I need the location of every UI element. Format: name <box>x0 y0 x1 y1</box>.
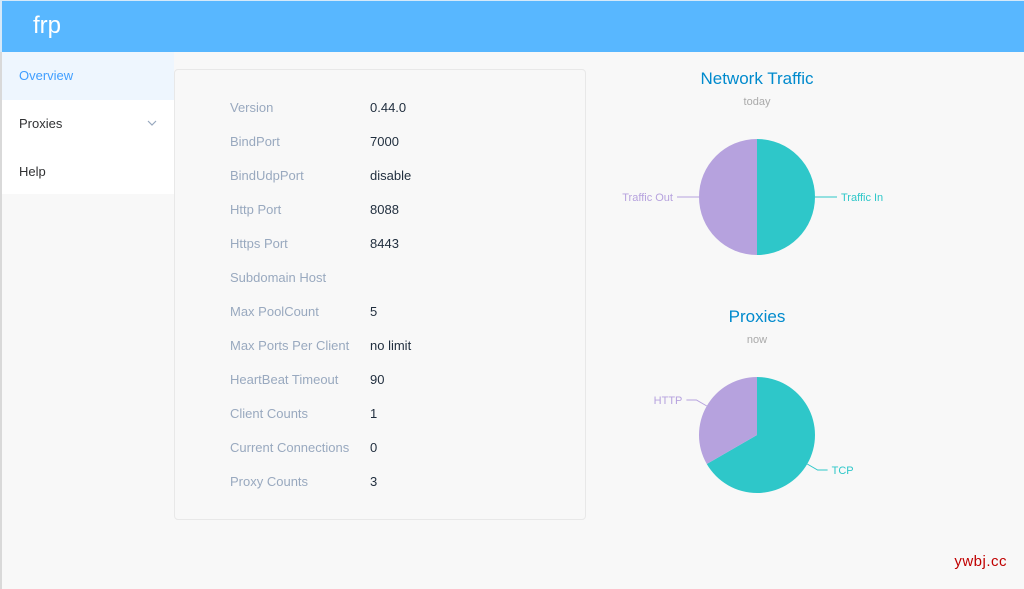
info-row-https-port: Https Port 8443 <box>230 234 570 254</box>
info-row-max-pool-count: Max PoolCount 5 <box>230 302 570 322</box>
pie-label-line-tcp <box>806 463 828 471</box>
info-row-subdomain-host: Subdomain Host <box>230 268 570 288</box>
info-label: BindUdpPort <box>230 168 304 183</box>
info-label: Version <box>230 100 274 115</box>
pie-slice-traffic-in[interactable] <box>757 139 815 255</box>
chevron-down-icon <box>147 120 157 126</box>
info-row-current-connections: Current Connections 0 <box>230 438 570 458</box>
sidebar-item-overview[interactable]: Overview <box>2 52 174 100</box>
info-label: BindPort <box>230 134 280 149</box>
info-value: 1 <box>370 406 378 421</box>
info-label: Subdomain Host <box>230 270 327 285</box>
pie-label-traffic-out: Traffic Out <box>622 192 673 204</box>
info-value: 7000 <box>370 134 399 149</box>
info-row-version: Version 0.44.0 <box>230 98 570 118</box>
app-brand[interactable]: frp <box>33 12 62 39</box>
info-row-max-ports-per-client: Max Ports Per Client no limit <box>230 336 570 356</box>
info-value: no limit <box>370 338 412 353</box>
traffic-pie-chart[interactable]: Traffic In Traffic Out <box>594 122 924 272</box>
info-label: HeartBeat Timeout <box>230 372 339 387</box>
info-value: 5 <box>370 304 378 319</box>
pie-label-line-http <box>686 399 708 407</box>
info-row-client-counts: Client Counts 1 <box>230 404 570 424</box>
proxies-pie-chart[interactable]: TCP HTTP <box>594 360 924 510</box>
info-label: Https Port <box>230 236 288 251</box>
top-header: frp <box>0 0 1024 52</box>
info-value: 0.44.0 <box>370 100 407 115</box>
traffic-chart-subtitle: today <box>743 96 771 108</box>
info-value: 8088 <box>370 202 399 217</box>
window-edge <box>0 194 2 589</box>
sidebar-item-proxies[interactable]: Proxies <box>2 100 174 148</box>
sidebar-menu: Overview Proxies Help <box>0 52 174 194</box>
info-label: Proxy Counts <box>230 474 309 489</box>
info-value: 3 <box>370 474 378 489</box>
pie-label-tcp: TCP <box>832 465 854 477</box>
sidebar-item-label: Overview <box>19 68 74 83</box>
proxies-chart-title: Proxies <box>728 307 786 326</box>
info-label: Max Ports Per Client <box>230 338 350 353</box>
pie-slice-http[interactable] <box>698 377 757 464</box>
traffic-chart-title: Network Traffic <box>700 69 814 88</box>
info-row-bind-udp-port: BindUdpPort disable <box>230 166 570 186</box>
info-row-http-port: Http Port 8088 <box>230 200 570 220</box>
sidebar-item-label: Proxies <box>19 116 63 131</box>
info-label: Client Counts <box>230 406 309 421</box>
info-row-proxy-counts: Proxy Counts 3 <box>230 472 570 492</box>
info-value: 90 <box>370 372 385 387</box>
pie-slice-tcp[interactable] <box>706 377 815 493</box>
info-value: 8443 <box>370 236 399 251</box>
watermark: ywbj.cc <box>954 553 1007 570</box>
info-value: 0 <box>370 440 378 455</box>
sidebar-item-label: Help <box>19 164 46 179</box>
server-info-card: Version 0.44.0 BindPort 7000 BindUdpPort… <box>174 69 586 520</box>
pie-label-http: HTTP <box>654 395 683 407</box>
info-row-bind-port: BindPort 7000 <box>230 132 570 152</box>
info-value: disable <box>370 168 412 183</box>
pie-label-traffic-in: Traffic In <box>841 192 883 204</box>
info-label: Http Port <box>230 202 282 217</box>
info-row-heartbeat-timeout: HeartBeat Timeout 90 <box>230 370 570 390</box>
info-label: Max PoolCount <box>230 304 319 319</box>
info-label: Current Connections <box>230 440 350 455</box>
sidebar-item-help[interactable]: Help <box>2 148 174 196</box>
pie-slice-traffic-out[interactable] <box>699 139 757 255</box>
proxies-chart-subtitle: now <box>746 334 768 346</box>
